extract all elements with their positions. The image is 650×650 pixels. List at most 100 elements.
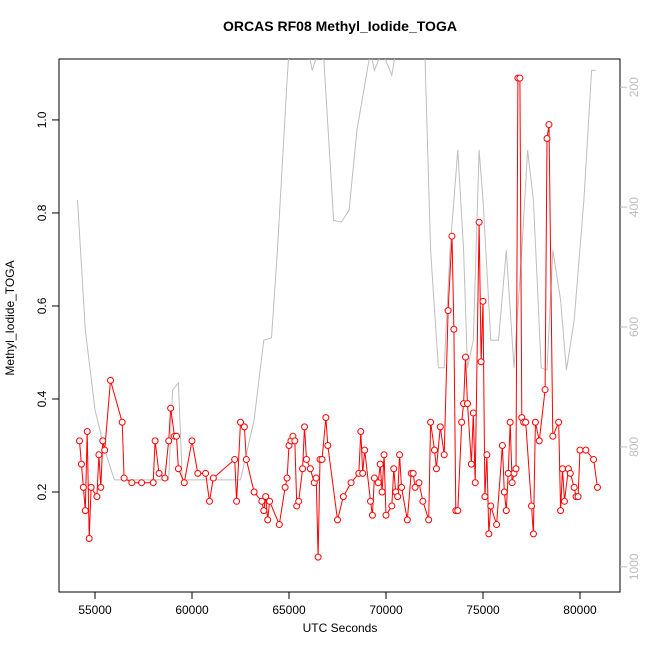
data-point [559, 465, 567, 473]
data-point [531, 418, 539, 426]
y-tick-label: 0.8 [35, 204, 49, 221]
x-tick-label: 75000 [466, 603, 500, 617]
data-point [312, 474, 320, 482]
data-point [508, 479, 516, 487]
data-point [535, 437, 543, 445]
x-tick-label: 55000 [78, 603, 112, 617]
data-point [475, 218, 483, 226]
data-point [291, 437, 299, 445]
data-point [258, 497, 266, 505]
data-point [502, 507, 510, 515]
data-point [174, 465, 182, 473]
data-point [458, 418, 466, 426]
data-point [560, 497, 568, 505]
data-point [149, 479, 157, 487]
data-point [469, 409, 477, 417]
data-point [366, 497, 374, 505]
data-point [318, 455, 326, 463]
data-point [231, 455, 239, 463]
data-point [450, 325, 458, 333]
data-point [471, 479, 479, 487]
y-tick-label: 0.6 [35, 297, 49, 314]
data-point [334, 516, 342, 524]
x-tick-label: 70000 [369, 603, 403, 617]
data-point [481, 493, 489, 501]
data-point [99, 437, 107, 445]
data-point [483, 451, 491, 459]
data-point [378, 488, 386, 496]
data-point [463, 400, 471, 408]
data-point [301, 423, 309, 431]
data-point [188, 437, 196, 445]
data-point [557, 507, 565, 515]
data-point [403, 516, 411, 524]
y2-tick-label: 200 [627, 77, 641, 97]
data-point [396, 451, 404, 459]
x-tick-label: 60000 [175, 603, 209, 617]
x-axis-label: UTC Seconds [303, 621, 378, 635]
data-point [376, 460, 384, 468]
data-point [194, 469, 202, 477]
data-point [262, 493, 270, 501]
data-point [415, 479, 423, 487]
data-point [324, 441, 332, 449]
plot-area [75, 59, 601, 561]
data-point [85, 535, 93, 543]
data-point [79, 483, 87, 491]
y2-tick-label: 1000 [627, 553, 641, 580]
plot-frame [58, 58, 621, 593]
series-line [77, 59, 596, 481]
data-point [522, 418, 530, 426]
data-point [516, 74, 524, 82]
data-point [370, 474, 378, 482]
data-point [299, 465, 307, 473]
data-point [382, 511, 390, 519]
data-point [306, 465, 314, 473]
data-point [118, 418, 126, 426]
data-point [264, 516, 272, 524]
data-point [570, 483, 578, 491]
data-point [409, 469, 417, 477]
data-point [205, 497, 213, 505]
data-point [545, 121, 553, 129]
y-tick-label: 1.0 [35, 111, 49, 128]
data-point [574, 493, 582, 501]
data-point [128, 479, 136, 487]
data-point [374, 479, 382, 487]
data-point [359, 469, 367, 477]
data-point [512, 465, 520, 473]
y-axis-label: Methyl_Iodide_TOGA [3, 260, 17, 375]
data-point [107, 376, 115, 384]
y-tick-label: 0.2 [35, 483, 49, 500]
data-point [529, 530, 537, 538]
data-point [101, 446, 109, 454]
data-point [527, 502, 535, 510]
data-point [590, 455, 598, 463]
data-point [75, 437, 83, 445]
data-point [498, 441, 506, 449]
data-point [398, 483, 406, 491]
data-point [411, 483, 419, 491]
data-point [138, 479, 146, 487]
data-point [462, 353, 470, 361]
data-point [172, 432, 180, 440]
data-point [357, 428, 365, 436]
data-point [202, 469, 210, 477]
data-point [555, 418, 563, 426]
data-point [380, 451, 388, 459]
data-point [97, 483, 105, 491]
data-point [448, 232, 456, 240]
data-point [161, 474, 169, 482]
data-point [485, 530, 493, 538]
data-point [180, 479, 188, 487]
y2-tick-label: 600 [627, 317, 641, 337]
data-point [281, 483, 289, 491]
data-point [479, 297, 487, 305]
data-point [394, 493, 402, 501]
data-point [593, 483, 601, 491]
data-point [151, 437, 159, 445]
data-point [477, 358, 485, 366]
x-tick-label: 65000 [272, 603, 306, 617]
data-point [302, 455, 310, 463]
data-point [440, 451, 448, 459]
